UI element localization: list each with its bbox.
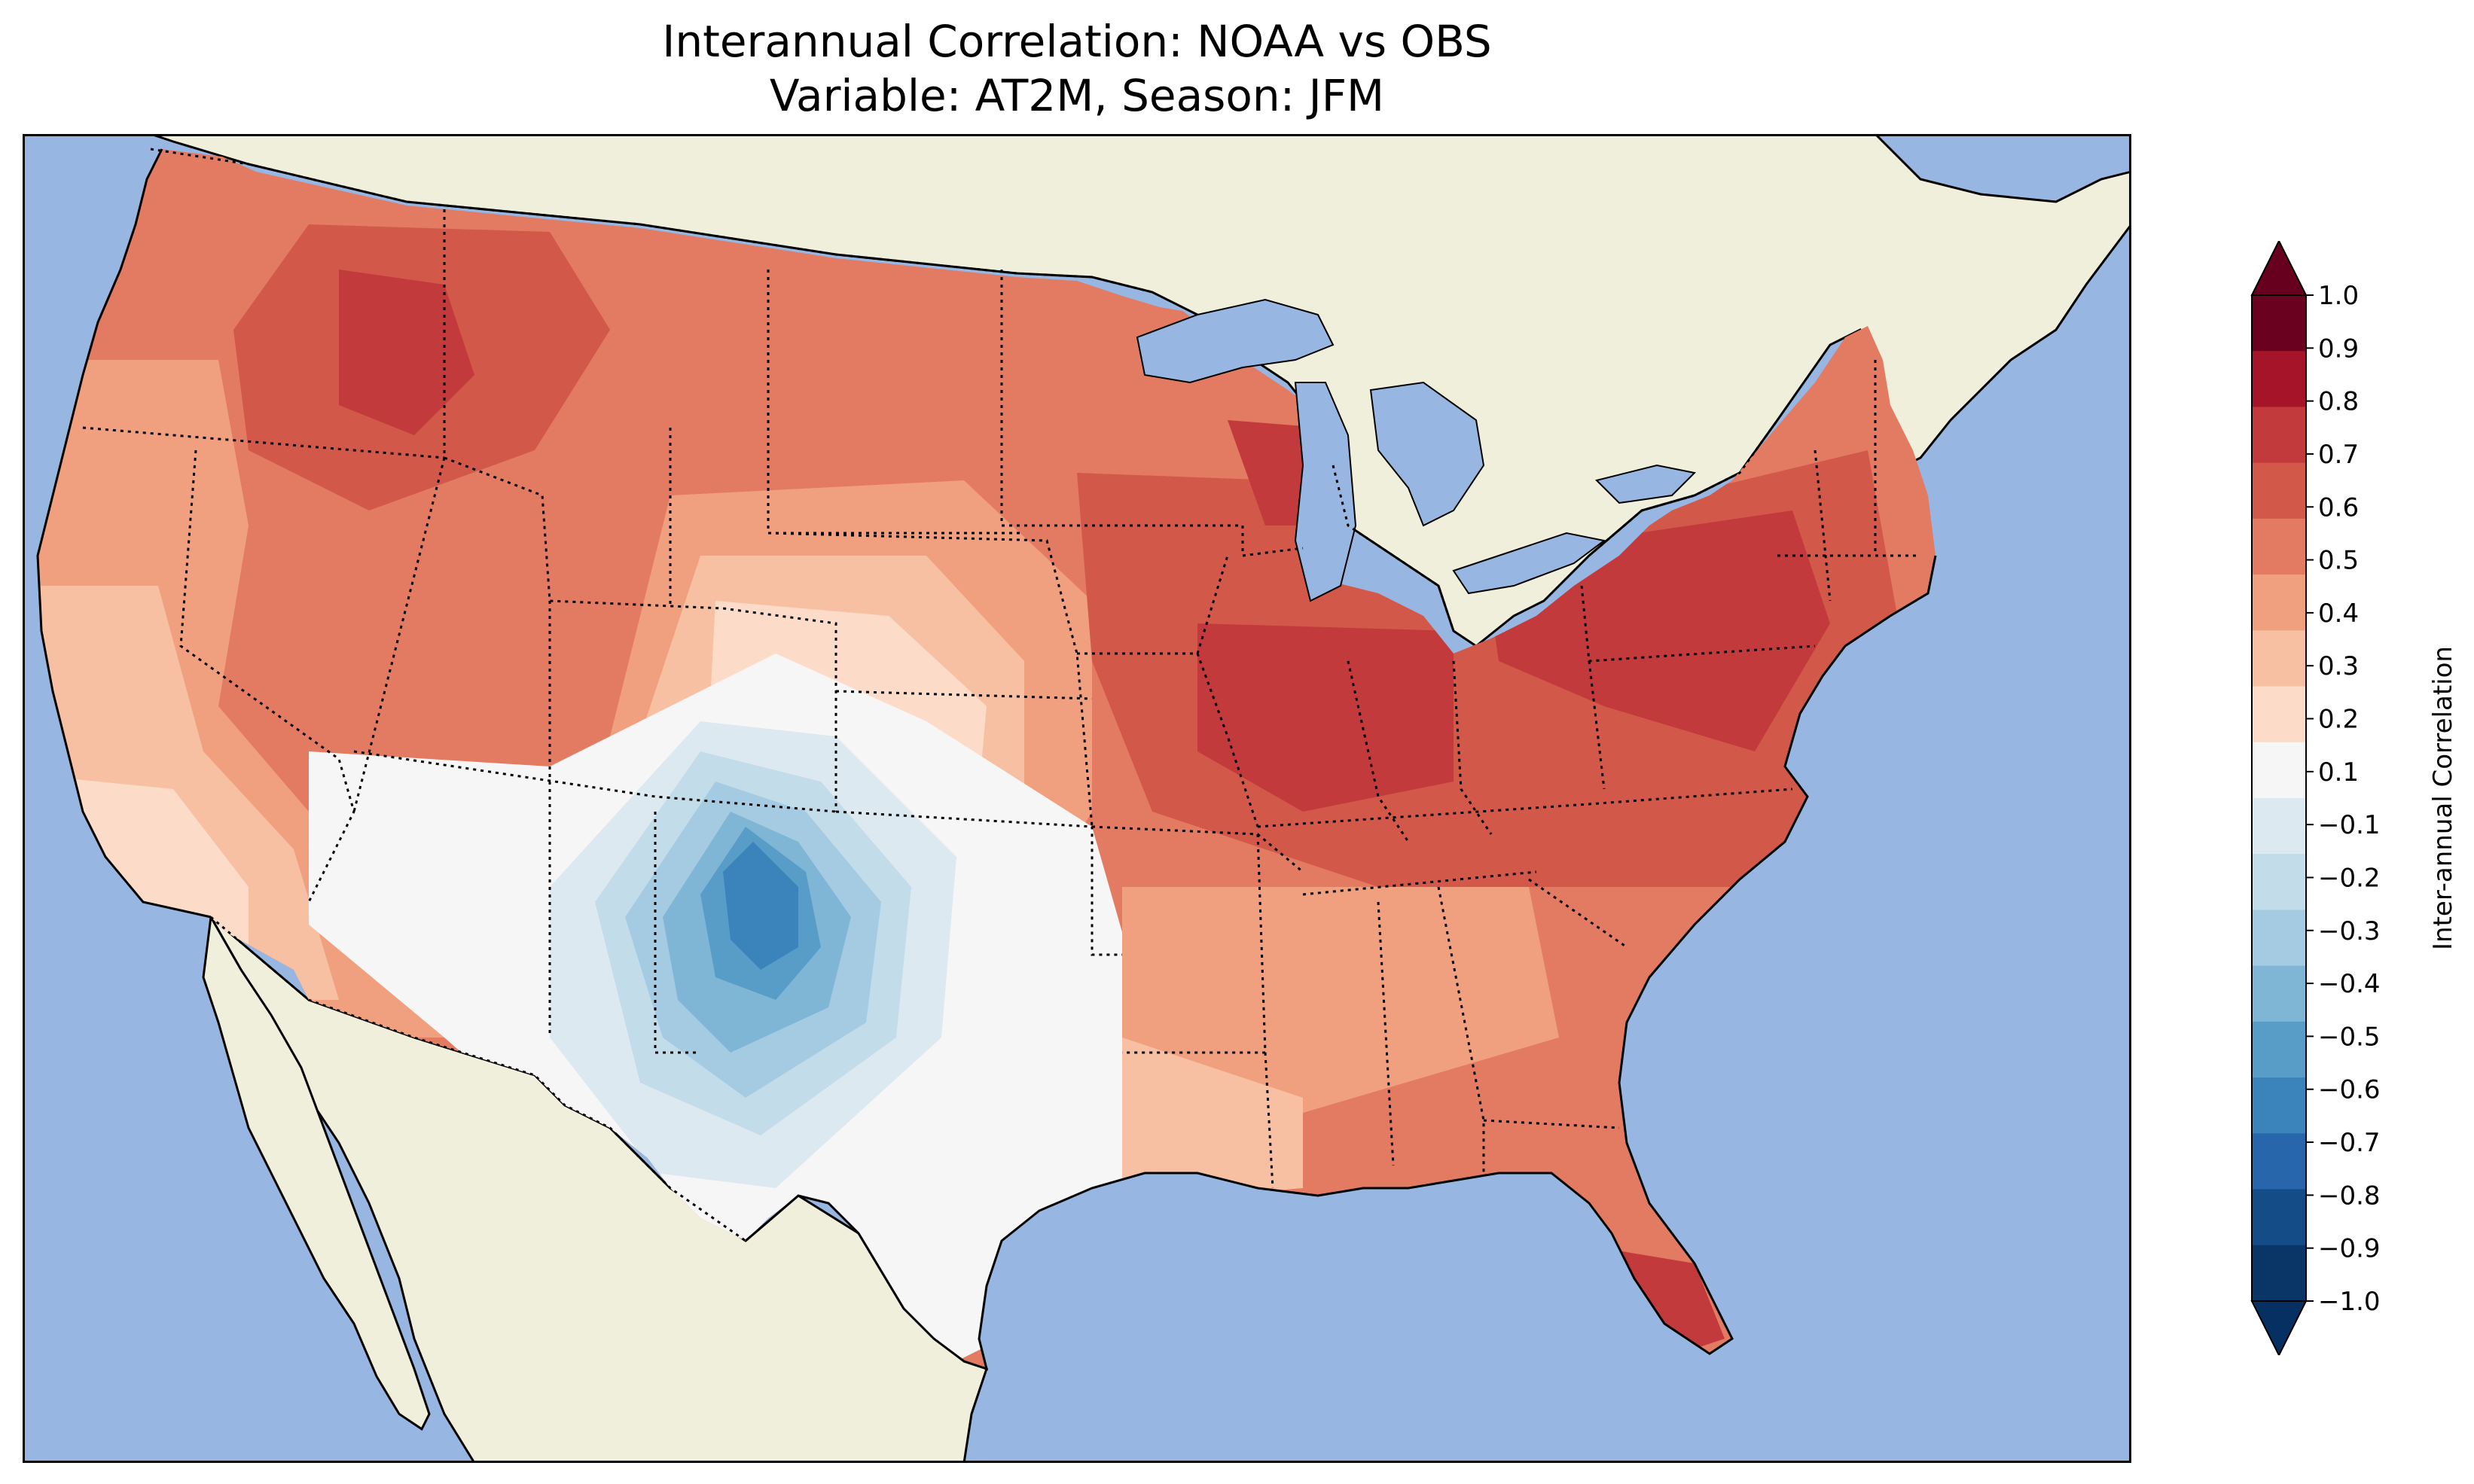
colorbar-block [2252, 854, 2306, 910]
colorbar-tick-label: 1.0 [2318, 281, 2359, 311]
colorbar-tick-label: −0.7 [2318, 1128, 2381, 1158]
lake-superior [1136, 298, 1335, 384]
colorbar-tick-label: 0.3 [2318, 651, 2359, 681]
colorbar-tick-label: 0.1 [2318, 757, 2359, 788]
colorbar-block [2252, 1077, 2306, 1134]
colorbar-block [2252, 965, 2306, 1022]
colorbar-tick-label: −0.1 [2318, 810, 2381, 840]
colorbar-block [2252, 686, 2306, 743]
colorbar-block [2252, 630, 2306, 687]
colorbar-tick-label: −0.3 [2318, 916, 2381, 946]
country-border [150, 148, 1779, 1242]
colorbar-tick-label: 0.8 [2318, 387, 2359, 417]
colorbar-tick-label: 0.2 [2318, 705, 2359, 735]
colorbar-extend-min [2250, 1300, 2308, 1355]
chart-title-line-1: Interannual Correlation: NOAA vs OBS [662, 16, 1492, 67]
colorbar-tick-label: −0.9 [2318, 1234, 2381, 1264]
colorbar-blocks [2250, 241, 2308, 1355]
colorbar-label: Inter-annual Correlation [2428, 646, 2458, 950]
map-panel [23, 134, 2131, 1463]
colorbar-extend-max [2250, 241, 2308, 296]
land-baja [202, 913, 431, 1431]
colorbar-tick-label: 0.4 [2318, 599, 2359, 629]
colorbar-ticks: 1.0 0.9 0.8 0.7 0.6 0.5 0.4 0.3 0.2 0.1 −0.1 −0.2 −0… [2306, 281, 2381, 1317]
colorbar-block [2252, 910, 2306, 967]
colorbar: 1.0 0.9 0.8 0.7 0.6 0.5 0.4 0.3 0.2 0.1 −0.1 −0.2 −0… [2250, 241, 2458, 1355]
colorbar-block [2252, 295, 2306, 352]
colorbar-block [2252, 798, 2306, 855]
colorbar-outline [2251, 294, 2307, 1302]
colorbar-tick-label: 0.9 [2318, 334, 2359, 364]
us-coastline [36, 148, 1937, 1371]
lake-ontario [1595, 464, 1697, 504]
colorbar-block [2252, 351, 2306, 407]
colorbar-block [2252, 574, 2306, 631]
colorbar-block [2252, 742, 2306, 799]
colorbar-tick-label: 0.5 [2318, 546, 2359, 576]
colorbar-tick-label: −1.0 [2318, 1287, 2381, 1317]
lake-michigan [1294, 382, 1357, 602]
colorbar-tick-label: 0.7 [2318, 440, 2359, 470]
chart-title-line-2: Variable: AT2M, Season: JFM [769, 70, 1385, 121]
colorbar-tick-label: −0.4 [2318, 969, 2381, 999]
state-borders [82, 209, 1920, 1189]
colorbar-block [2252, 1133, 2306, 1190]
colorbar-tick-label: −0.6 [2318, 1075, 2381, 1105]
colorbar-block [2252, 407, 2306, 464]
colorbar-block [2252, 1245, 2306, 1302]
colorbar-block [2252, 1021, 2306, 1078]
colorbar-tick-label: −0.5 [2318, 1022, 2381, 1052]
colorbar-tick-label: −0.2 [2318, 863, 2381, 893]
colorbar-block [2252, 1189, 2306, 1246]
lake-huron [1369, 381, 1485, 527]
colorbar-tick-label: −0.8 [2318, 1181, 2381, 1211]
colorbar-block [2252, 518, 2306, 575]
colorbar-tick-label: 0.6 [2318, 492, 2359, 523]
map-frame [23, 134, 2131, 1463]
colorbar-block [2252, 462, 2306, 520]
lake-erie [1452, 532, 1606, 595]
